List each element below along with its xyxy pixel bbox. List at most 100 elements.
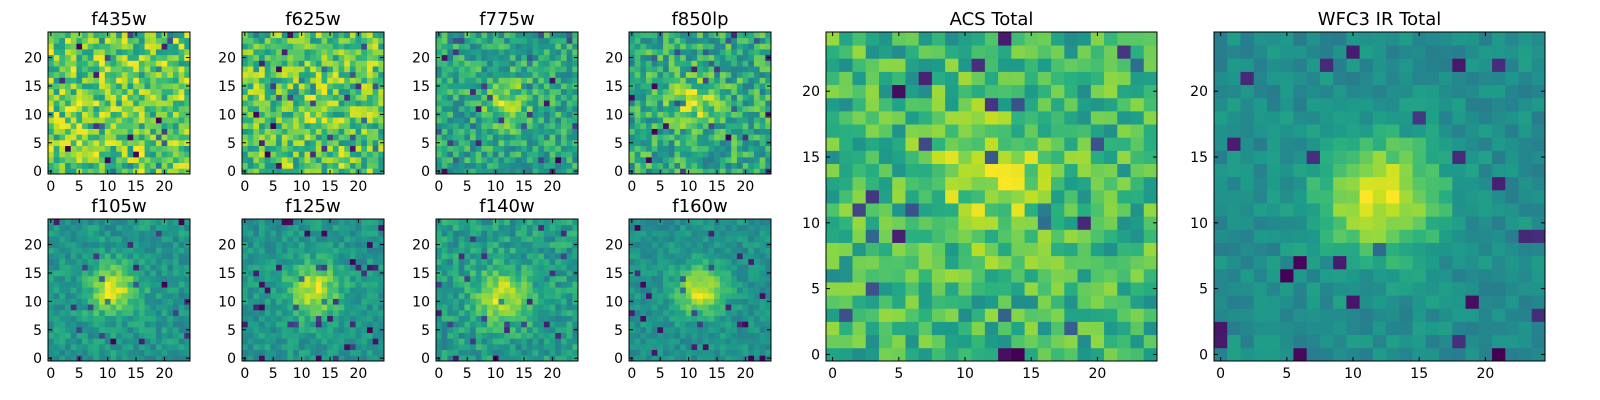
heatmap-cell	[549, 241, 556, 248]
heatmap-cell	[310, 349, 317, 356]
heatmap-cell	[498, 349, 505, 356]
heatmap-cell	[453, 156, 460, 164]
heatmap-cell	[332, 66, 339, 73]
heatmap-cell	[742, 71, 749, 78]
heatmap-cell	[167, 326, 174, 333]
heatmap-cell	[178, 247, 185, 254]
heatmap-cell	[657, 326, 664, 333]
heatmap-cell	[441, 230, 448, 237]
heatmap-cell	[475, 111, 482, 118]
heatmap-cell	[560, 287, 568, 294]
heatmap-cell	[366, 287, 374, 294]
heatmap-cell	[691, 83, 698, 90]
heatmap-cell	[509, 117, 516, 124]
heatmap-cell	[344, 122, 351, 129]
heatmap-cell	[116, 168, 123, 175]
heatmap-cell	[332, 83, 339, 90]
heatmap-cell	[447, 49, 454, 56]
heatmap-cell	[674, 83, 681, 90]
heatmap-cell	[338, 151, 345, 158]
heatmap-cell	[104, 321, 111, 328]
heatmap-cell	[361, 134, 368, 141]
heatmap-cell	[259, 49, 266, 56]
heatmap-cell	[719, 128, 726, 135]
heatmap-cell	[458, 304, 465, 311]
heatmap-cell	[344, 128, 351, 135]
heatmap-cell	[543, 236, 550, 243]
heatmap-cell	[742, 326, 749, 333]
heatmap-cell	[532, 343, 539, 351]
heatmap-cell	[487, 287, 494, 294]
heatmap-cell	[276, 77, 283, 84]
heatmap-cell	[719, 275, 726, 282]
heatmap-cell	[680, 77, 687, 84]
heatmap-cell	[509, 134, 516, 141]
heatmap-cell	[99, 122, 106, 129]
heatmap-cell	[310, 258, 317, 265]
heatmap-cell	[82, 71, 89, 78]
heatmap-cell	[526, 94, 533, 101]
heatmap-cell	[178, 287, 185, 294]
heatmap-cell	[184, 230, 191, 237]
heatmap-cell	[464, 66, 471, 73]
heatmap-cell	[253, 326, 260, 333]
heatmap-cell	[748, 281, 755, 288]
heatmap-cell	[736, 287, 743, 294]
heatmap-cell	[487, 94, 494, 101]
heatmap-cell	[304, 139, 311, 146]
heatmap-cell	[270, 270, 277, 277]
heatmap-cell	[242, 292, 249, 299]
heatmap-cell	[753, 111, 761, 118]
heatmap-cell	[685, 275, 692, 282]
heatmap-cell	[104, 60, 111, 67]
heatmap-cell	[436, 338, 443, 345]
heatmap-cell	[178, 66, 185, 73]
heatmap-cell	[372, 94, 379, 101]
heatmap-cell	[487, 71, 494, 78]
heatmap-cell	[349, 236, 356, 243]
heatmap-cell	[116, 162, 123, 169]
heatmap-cell	[657, 60, 664, 67]
heatmap-cell	[378, 321, 385, 328]
heatmap-cell	[355, 343, 362, 351]
heatmap-cell	[566, 224, 573, 231]
heatmap-cell	[355, 298, 362, 305]
heatmap-cell	[310, 355, 317, 362]
heatmap-cell	[680, 43, 687, 50]
heatmap-cell	[99, 77, 106, 84]
heatmap-cell	[366, 241, 374, 248]
heatmap-cell	[470, 111, 477, 118]
heatmap-cell	[59, 343, 66, 351]
heatmap-cell	[753, 156, 761, 164]
heatmap-cell	[150, 343, 157, 351]
heatmap-cell	[634, 168, 641, 175]
heatmap-cell	[759, 349, 766, 356]
heatmap-cell	[338, 298, 345, 305]
heatmap-cell	[470, 275, 477, 282]
heatmap-cell	[82, 292, 89, 299]
heatmap-cell	[504, 219, 511, 226]
heatmap-cell	[759, 168, 766, 175]
heatmap-cell	[184, 156, 191, 164]
heatmap-cell	[742, 309, 749, 316]
heatmap-cell	[372, 343, 379, 351]
heatmap-cell	[470, 309, 477, 316]
x-tick-label: 20	[544, 366, 562, 382]
heatmap-cell	[150, 105, 157, 112]
heatmap-cell	[332, 287, 339, 294]
heatmap-cell	[121, 139, 128, 146]
heatmap-cell	[65, 37, 72, 44]
heatmap-cell	[753, 139, 761, 146]
heatmap-cell	[287, 326, 294, 333]
heatmap-cell	[498, 77, 505, 84]
heatmap-cell	[685, 122, 692, 129]
heatmap-cell	[458, 264, 465, 271]
heatmap-cell	[366, 309, 374, 316]
heatmap-cell	[355, 275, 362, 282]
heatmap-cell	[481, 94, 488, 101]
heatmap-cell	[304, 145, 311, 152]
heatmap-cell	[293, 321, 300, 328]
heatmap-cell	[526, 54, 533, 61]
heatmap-cell	[110, 128, 117, 135]
heatmap-cell	[48, 162, 55, 169]
